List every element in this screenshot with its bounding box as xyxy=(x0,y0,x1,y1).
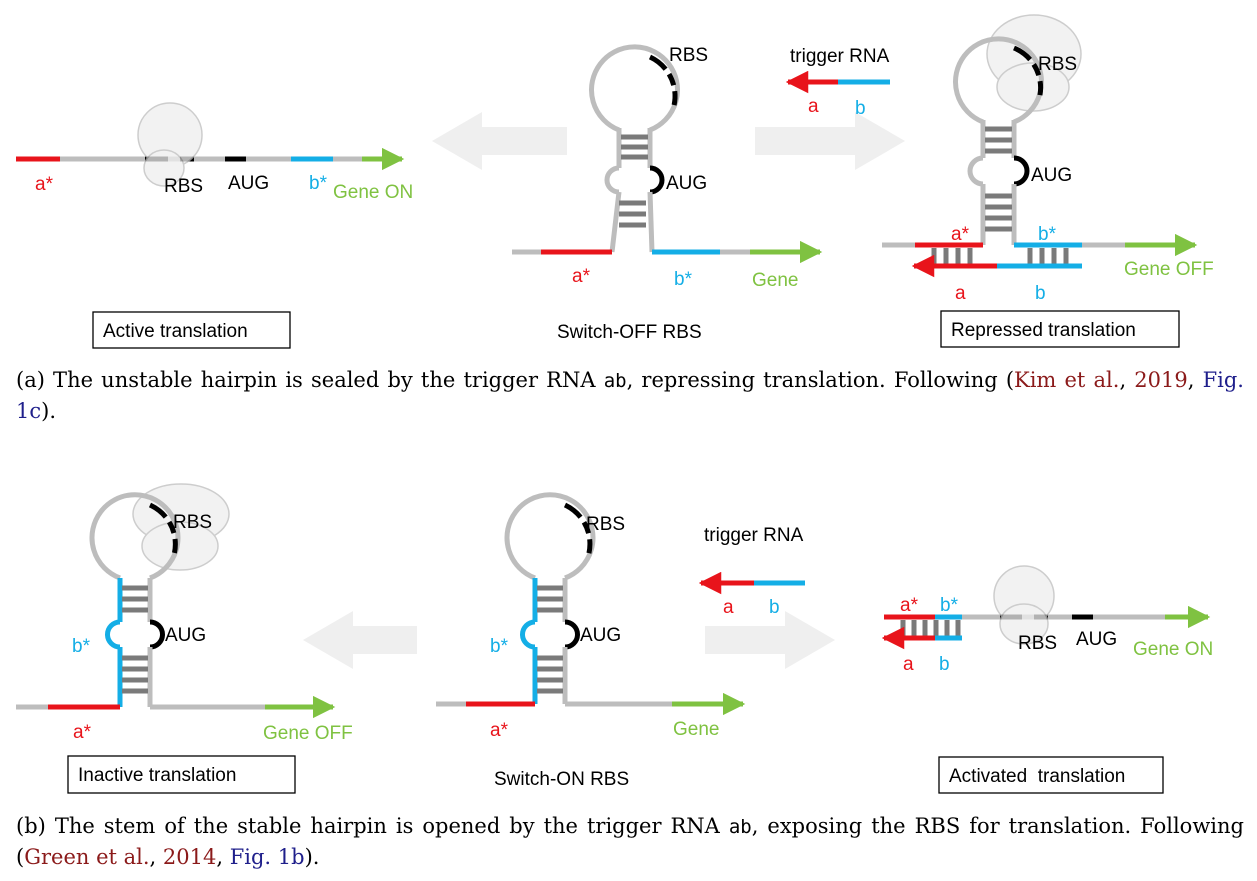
a-label: a xyxy=(903,654,914,675)
a-star-label: a* xyxy=(35,174,54,195)
switch-off-rbs-title: Switch-OFF RBS xyxy=(557,322,702,343)
right-transition-arrow xyxy=(755,112,905,170)
caption-text: , xyxy=(1187,368,1195,392)
active-translation-label: Active translation xyxy=(103,321,248,342)
b-label: b xyxy=(939,654,950,675)
rbs-label: RBS xyxy=(173,512,212,533)
a-label: a xyxy=(723,597,734,618)
repressed-hairpin xyxy=(882,36,1198,278)
active-translation-box xyxy=(92,311,291,349)
a-star-label: a* xyxy=(951,224,970,245)
rbs-label: RBS xyxy=(1018,633,1057,654)
caption-text: (a) The unstable hairpin is sealed by th… xyxy=(16,368,604,392)
rbs-label: RBS xyxy=(586,514,625,535)
a-star-label: a* xyxy=(572,266,591,287)
rbs-label: RBS xyxy=(164,176,203,197)
gene-label: Gene xyxy=(673,719,719,740)
activated-translation-box xyxy=(938,756,1164,794)
b-label: b xyxy=(769,597,780,618)
b-label: b xyxy=(1035,283,1046,304)
caption-text: , xyxy=(1119,368,1135,392)
caption-b: (b) The stem of the stable hairpin is op… xyxy=(16,811,1244,872)
citation-year-link[interactable]: 2014 xyxy=(162,845,217,869)
gene-off-label: Gene OFF xyxy=(1124,259,1214,280)
aug-label: AUG xyxy=(228,173,269,194)
left-transition-arrow xyxy=(432,112,567,170)
trigger-rna-label: trigger RNA xyxy=(704,525,804,546)
caption-text: , repressing translation. Following ( xyxy=(626,368,1015,392)
citation-author-link[interactable]: Kim et al. xyxy=(1014,368,1120,392)
inactive-translation-box xyxy=(67,755,296,794)
citation-author-link[interactable]: Green et al. xyxy=(24,845,150,869)
gene-on-label: Gene ON xyxy=(1133,639,1213,660)
caption-code: ab xyxy=(603,370,627,392)
citation-year-link[interactable]: 2019 xyxy=(1134,368,1188,392)
aug-label: AUG xyxy=(666,173,707,194)
b-label: b xyxy=(855,98,866,119)
gene-off-label: Gene OFF xyxy=(263,723,353,744)
inactive-hairpin xyxy=(16,492,336,719)
b-star-label: b* xyxy=(940,595,959,616)
repressed-translation-label: Repressed translation xyxy=(951,320,1136,341)
ribosome xyxy=(993,565,1055,645)
a-label: a xyxy=(955,283,966,304)
activated-translation-label: Activated translation xyxy=(949,766,1125,787)
caption-code: ab xyxy=(728,816,752,838)
b-star-label: b* xyxy=(674,269,693,290)
caption-text: , exposing the RBS for translation. Foll… xyxy=(16,814,1244,869)
aug-label: AUG xyxy=(580,625,621,646)
caption-text: ). xyxy=(304,845,320,869)
caption-text: ). xyxy=(41,399,56,423)
caption-text: , xyxy=(149,845,163,869)
caption-a: (a) The unstable hairpin is sealed by th… xyxy=(16,365,1244,426)
switch-on-hairpin xyxy=(436,492,746,716)
a-star-label: a* xyxy=(73,722,92,743)
aug-label: AUG xyxy=(1076,629,1117,650)
b-star-label: b* xyxy=(309,173,328,194)
b-star-label: b* xyxy=(72,636,91,657)
inactive-translation-label: Inactive translation xyxy=(78,765,236,786)
aug-label: AUG xyxy=(1031,165,1072,186)
figure-reference-link[interactable]: Fig. 1b xyxy=(229,845,305,869)
repressed-translation-box xyxy=(940,310,1180,348)
b-star-label: b* xyxy=(1038,224,1057,245)
right-transition-arrow xyxy=(705,611,835,669)
gene-label: Gene xyxy=(752,270,798,291)
caption-text: , xyxy=(216,845,230,869)
a-star-label: a* xyxy=(490,720,509,741)
gene-on-label: Gene ON xyxy=(333,182,413,203)
switch-off-hairpin xyxy=(512,44,823,264)
left-transition-arrow xyxy=(303,611,417,669)
rbs-label: RBS xyxy=(669,45,708,66)
ribosome xyxy=(137,102,203,187)
a-star-label: a* xyxy=(900,595,919,616)
caption-text: (b) The stem of the stable hairpin is op… xyxy=(16,814,729,838)
trigger-rna-label: trigger RNA xyxy=(790,46,890,67)
b-star-label: b* xyxy=(490,636,509,657)
switch-on-rbs-title: Switch-ON RBS xyxy=(494,769,629,790)
a-label: a xyxy=(808,96,819,117)
aug-label: AUG xyxy=(165,625,206,646)
rbs-label: RBS xyxy=(1038,54,1077,75)
figure-reference-link[interactable]: Fig. 1c xyxy=(16,368,1244,423)
